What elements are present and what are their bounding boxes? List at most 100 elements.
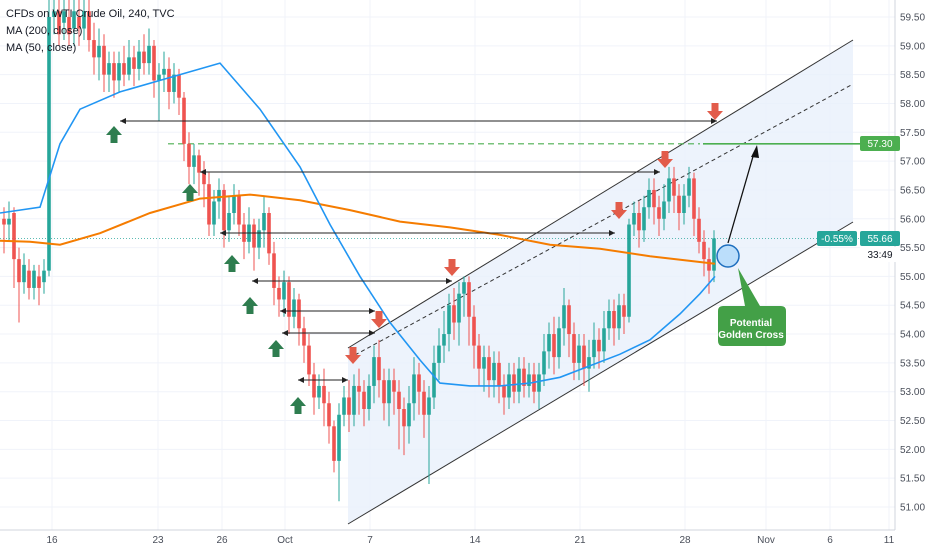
x-tick-label: 11 bbox=[884, 535, 895, 546]
candle-body bbox=[482, 357, 486, 369]
candle-body bbox=[217, 189, 221, 202]
candle-body bbox=[352, 385, 356, 415]
candle-body bbox=[572, 334, 576, 363]
candle-body bbox=[142, 51, 146, 64]
legend-ma50[interactable]: MA (50, close) bbox=[6, 42, 77, 54]
callout-line2: Golden Cross bbox=[718, 330, 784, 341]
candle-body bbox=[292, 299, 296, 317]
ma200-line[interactable] bbox=[0, 193, 716, 265]
candle-body bbox=[427, 397, 431, 415]
candle-body bbox=[657, 207, 661, 219]
candle-body bbox=[697, 218, 701, 242]
candle-body bbox=[297, 299, 301, 329]
candle-body bbox=[197, 155, 201, 173]
candle-body bbox=[337, 414, 341, 461]
candle-body bbox=[402, 409, 406, 427]
channel-lower-line[interactable] bbox=[347, 221, 854, 525]
x-tick-label: 16 bbox=[46, 535, 58, 546]
candle-body bbox=[502, 385, 506, 398]
candle-body bbox=[527, 374, 531, 386]
candle-body bbox=[607, 311, 611, 329]
candle-body bbox=[2, 218, 6, 225]
candle-body bbox=[172, 74, 176, 92]
candle-body bbox=[507, 374, 511, 398]
price-axis[interactable]: 59.50 59.00 58.50 58.00 57.50 57.00 56.50 56.00… bbox=[894, 0, 925, 530]
candle-body bbox=[637, 213, 641, 231]
candle-body bbox=[332, 426, 336, 461]
up-arrow-icon bbox=[182, 184, 198, 201]
ma50-line[interactable] bbox=[0, 62, 716, 387]
down-arrow-icon bbox=[611, 202, 627, 219]
arrow-head bbox=[298, 377, 304, 383]
price-tag-bg bbox=[860, 231, 900, 246]
candle-body bbox=[602, 328, 606, 352]
arrow-head bbox=[369, 308, 375, 314]
callout-bubble bbox=[718, 268, 786, 346]
legend-ma200[interactable]: MA (200, close) bbox=[6, 25, 83, 37]
golden-cross-callout: Potential Golden Cross bbox=[718, 268, 786, 346]
y-tick-label: 57.50 bbox=[900, 128, 925, 139]
candle-body bbox=[147, 45, 151, 64]
candle-body bbox=[167, 68, 171, 92]
y-tick-label: 52.00 bbox=[900, 445, 925, 456]
candle-body bbox=[22, 264, 26, 283]
candle-body bbox=[202, 172, 206, 185]
y-tick-label: 53.00 bbox=[900, 387, 925, 398]
candle-body bbox=[357, 385, 361, 392]
x-tick-label: Nov bbox=[757, 535, 775, 546]
candle-body bbox=[632, 213, 636, 225]
arrow-head bbox=[200, 169, 206, 175]
candle-body bbox=[472, 316, 476, 346]
level-tag-bg bbox=[860, 136, 900, 151]
y-tick-label: 56.50 bbox=[900, 185, 925, 196]
arrow-head bbox=[654, 169, 660, 175]
price-tags: 57.30 55.66 33:49 -0.55% bbox=[817, 136, 900, 262]
candle-body bbox=[542, 351, 546, 375]
up-arrow-icon bbox=[290, 397, 306, 414]
legend-title[interactable]: CFDs on WTI Crude Oil, 240, TVC bbox=[6, 8, 175, 20]
candle-body bbox=[27, 270, 31, 288]
candle-body bbox=[477, 345, 481, 369]
candle-body bbox=[37, 276, 41, 288]
change-tag: -0.55% bbox=[821, 234, 853, 245]
candle-body bbox=[562, 305, 566, 329]
candle-body bbox=[712, 238, 716, 271]
y-tick-label: 59.50 bbox=[900, 13, 925, 24]
candle-body bbox=[462, 282, 466, 294]
projection-arrow-head bbox=[751, 145, 759, 158]
candle-body bbox=[67, 17, 71, 35]
channel-mid-dashed-line[interactable] bbox=[354, 83, 854, 356]
candle-body bbox=[512, 374, 516, 392]
y-tick-label: 51.50 bbox=[900, 474, 925, 485]
y-tick-label: 59.00 bbox=[900, 41, 925, 52]
candle-body bbox=[517, 368, 521, 392]
countdown: 33:49 bbox=[867, 250, 892, 261]
candle-body bbox=[672, 178, 676, 196]
channel-upper-line[interactable] bbox=[347, 39, 854, 349]
candle-body bbox=[547, 334, 551, 352]
time-axis[interactable]: 16 23 26 Oct 7 14 21 28 Nov 6 11 bbox=[0, 529, 895, 546]
arrow-head bbox=[220, 230, 226, 236]
candle-body bbox=[587, 357, 591, 369]
x-tick-label: 21 bbox=[574, 535, 586, 546]
candle-body bbox=[302, 328, 306, 346]
candle-body bbox=[92, 40, 96, 58]
candle-body bbox=[97, 45, 101, 58]
candle-body bbox=[307, 345, 311, 375]
candle-body bbox=[127, 57, 131, 75]
candle-body bbox=[107, 63, 111, 75]
x-tick-label: 28 bbox=[679, 535, 691, 546]
candle-body bbox=[112, 63, 116, 81]
candle-body bbox=[327, 403, 331, 427]
cross-circle bbox=[716, 244, 740, 268]
candle-body bbox=[422, 391, 426, 415]
down-arrow-icon bbox=[707, 103, 723, 120]
candle-body bbox=[322, 385, 326, 404]
candle-body bbox=[622, 305, 626, 317]
candle-body bbox=[77, 17, 81, 29]
y-tick-label: 52.50 bbox=[900, 416, 925, 427]
candle-body bbox=[492, 362, 496, 381]
candle-body bbox=[262, 213, 266, 231]
x-tick-label: 14 bbox=[469, 535, 481, 546]
